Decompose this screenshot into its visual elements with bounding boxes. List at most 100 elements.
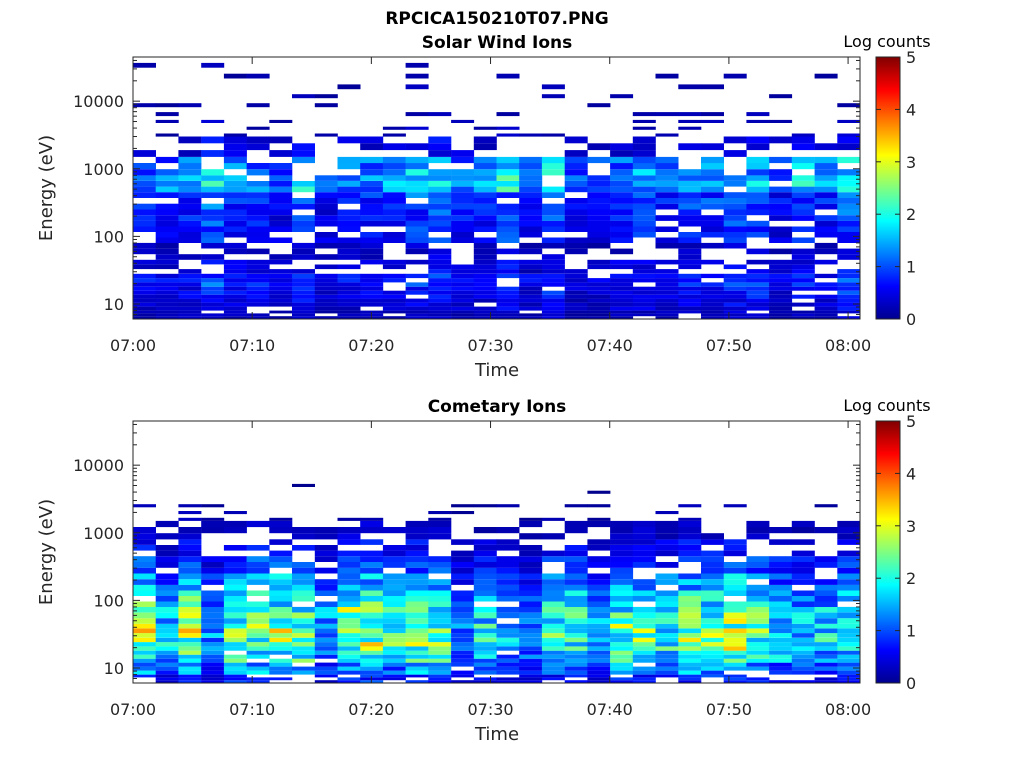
spectrogram-cell — [473, 612, 497, 619]
spectrogram-cell — [519, 273, 543, 279]
spectrogram-cell — [360, 520, 384, 528]
spectrogram-cell — [201, 628, 225, 634]
spectrogram-cell — [723, 637, 747, 643]
spectrogram-cell — [791, 579, 815, 585]
spectrogram-cell — [201, 226, 225, 232]
spectrogram-cell — [473, 545, 497, 551]
spectrogram-cell — [223, 73, 247, 79]
spectrogram-cell — [610, 264, 634, 270]
spectrogram-cell — [451, 556, 475, 562]
spectrogram-cell — [405, 662, 429, 667]
spectrogram-cell — [632, 259, 656, 265]
spectrogram-cell — [701, 618, 724, 624]
spectrogram-cell — [133, 545, 156, 551]
spectrogram-cell — [632, 677, 656, 681]
spectrogram-cell — [837, 650, 861, 655]
spectrogram-cell — [337, 220, 361, 227]
spectrogram-cell — [837, 654, 861, 659]
spectrogram-cell — [451, 226, 475, 232]
spectrogram-cell — [428, 670, 452, 675]
spectrogram-cell — [292, 269, 315, 274]
spectrogram-cell — [678, 215, 702, 221]
spectrogram-cell — [360, 302, 384, 307]
spectrogram-cell — [337, 612, 361, 619]
spectrogram-cell — [246, 169, 270, 176]
spectrogram-cell — [769, 278, 793, 283]
spectrogram-cell — [451, 237, 475, 243]
spectrogram-cell — [155, 674, 179, 678]
spectrogram-cell — [541, 623, 565, 629]
spectrogram-cell — [610, 282, 634, 287]
spectrogram-cell — [133, 273, 156, 279]
spectrogram-cell — [610, 637, 634, 643]
spectrogram-cell — [473, 294, 497, 299]
spectrogram-cell — [791, 527, 815, 534]
spectrogram-cell — [201, 606, 225, 613]
spectrogram-cell — [269, 642, 293, 647]
spectrogram-cell — [292, 226, 315, 232]
spectrogram-cell — [201, 150, 225, 157]
spectrogram-cell — [269, 628, 293, 634]
spectrogram-cell — [155, 573, 179, 580]
spectrogram-cell — [382, 642, 406, 647]
spectrogram-cell — [587, 633, 611, 638]
spectrogram-cell — [655, 658, 679, 663]
spectrogram-cell — [746, 192, 770, 198]
spectrogram-cell — [428, 562, 452, 568]
spectrogram-cell — [814, 186, 838, 193]
spectrogram-cell — [405, 259, 429, 265]
spectrogram-cell — [133, 584, 156, 591]
spectrogram-cell — [405, 73, 429, 79]
spectrogram-cell — [337, 286, 361, 291]
colorbar-tick-label: 5 — [906, 48, 916, 67]
spectrogram-cell — [632, 192, 656, 198]
spectrogram-cell — [360, 290, 384, 295]
spectrogram-cell — [746, 294, 770, 299]
spectrogram-cell — [564, 198, 588, 204]
spectrogram-cell — [155, 133, 179, 137]
spectrogram-cell — [292, 143, 315, 151]
spectrogram-cell — [655, 545, 679, 551]
spectrogram-cell — [678, 601, 702, 607]
spectrogram-cell — [519, 550, 543, 557]
spectrogram-cell — [269, 556, 293, 562]
spectrogram-cell — [655, 562, 679, 568]
spectrogram-cell — [814, 73, 838, 79]
spectrogram-cell — [246, 633, 270, 638]
spectrogram-cell — [133, 646, 156, 651]
spectrogram-cell — [360, 623, 384, 629]
spectrogram-cell — [451, 680, 475, 683]
spectrogram-cell — [178, 539, 202, 545]
spectrogram-cell — [201, 282, 225, 287]
spectrogram-cell — [473, 556, 497, 562]
spectrogram-cell — [178, 550, 202, 557]
spectrogram-cell — [201, 527, 225, 534]
spectrogram-cell — [155, 596, 179, 602]
spectrogram-cell — [769, 259, 793, 265]
spectrogram-cell — [178, 646, 202, 651]
spectrogram-cell — [837, 248, 861, 255]
spectrogram-cell — [428, 666, 452, 671]
spectrogram-cell — [791, 273, 815, 279]
spectrogram-cell — [587, 226, 611, 232]
spectrogram-cell — [178, 237, 202, 243]
spectrogram-cell — [655, 654, 679, 659]
spectrogram-cell — [519, 269, 543, 274]
spectrogram-cell — [587, 654, 611, 659]
spectrogram-cell — [201, 612, 225, 619]
spectrogram-cell — [678, 612, 702, 619]
spectrogram-cell — [428, 633, 452, 638]
spectrogram-cell — [246, 269, 270, 274]
spectrogram-cell — [791, 254, 815, 260]
spectrogram-cell — [541, 226, 565, 232]
spectrogram-cell — [496, 573, 520, 580]
spectrogram-cell — [269, 269, 293, 274]
spectrogram-cell — [723, 666, 747, 671]
spectrogram-cell — [428, 203, 452, 210]
spectrogram-cell — [155, 654, 179, 659]
spectrogram-cell — [246, 136, 270, 144]
spectrogram-cell — [428, 302, 452, 307]
spectrogram-cell — [155, 215, 179, 221]
spectrogram-cell — [337, 215, 361, 221]
spectrogram-cell — [405, 545, 429, 551]
